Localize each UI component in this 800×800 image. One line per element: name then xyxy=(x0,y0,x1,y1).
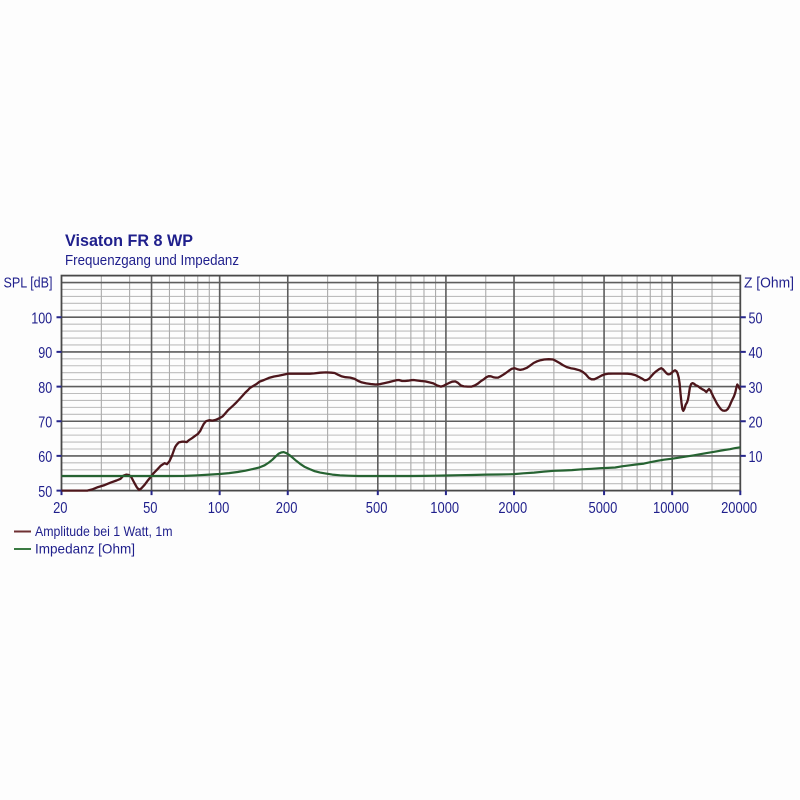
svg-text:200: 200 xyxy=(276,500,298,517)
svg-text:Visaton FR 8 WP: Visaton FR 8 WP xyxy=(65,231,193,250)
svg-text:Frequenzgang und Impedanz: Frequenzgang und Impedanz xyxy=(65,253,239,269)
svg-text:50: 50 xyxy=(38,484,52,501)
svg-text:20: 20 xyxy=(749,415,763,432)
svg-text:Z [Ohm]: Z [Ohm] xyxy=(744,276,794,292)
svg-text:40: 40 xyxy=(749,345,763,362)
svg-text:Amplitude bei 1 Watt, 1m: Amplitude bei 1 Watt, 1m xyxy=(35,523,173,539)
svg-text:10: 10 xyxy=(749,449,763,466)
svg-text:5000: 5000 xyxy=(589,500,618,517)
svg-text:2000: 2000 xyxy=(498,500,527,517)
svg-text:90: 90 xyxy=(38,345,52,362)
svg-text:70: 70 xyxy=(38,415,52,432)
svg-text:20: 20 xyxy=(53,500,67,517)
svg-text:500: 500 xyxy=(366,500,388,517)
svg-text:Impedanz [Ohm]: Impedanz [Ohm] xyxy=(35,541,135,557)
svg-text:50: 50 xyxy=(749,311,763,328)
svg-text:50: 50 xyxy=(143,500,157,517)
svg-text:100: 100 xyxy=(31,311,52,328)
svg-text:60: 60 xyxy=(38,449,52,466)
svg-text:20000: 20000 xyxy=(721,500,757,517)
svg-text:80: 80 xyxy=(38,380,52,397)
svg-text:SPL [dB]: SPL [dB] xyxy=(4,276,53,292)
svg-text:100: 100 xyxy=(208,500,230,517)
svg-text:10000: 10000 xyxy=(653,500,689,517)
svg-text:1000: 1000 xyxy=(430,500,459,517)
svg-text:30: 30 xyxy=(749,380,763,397)
